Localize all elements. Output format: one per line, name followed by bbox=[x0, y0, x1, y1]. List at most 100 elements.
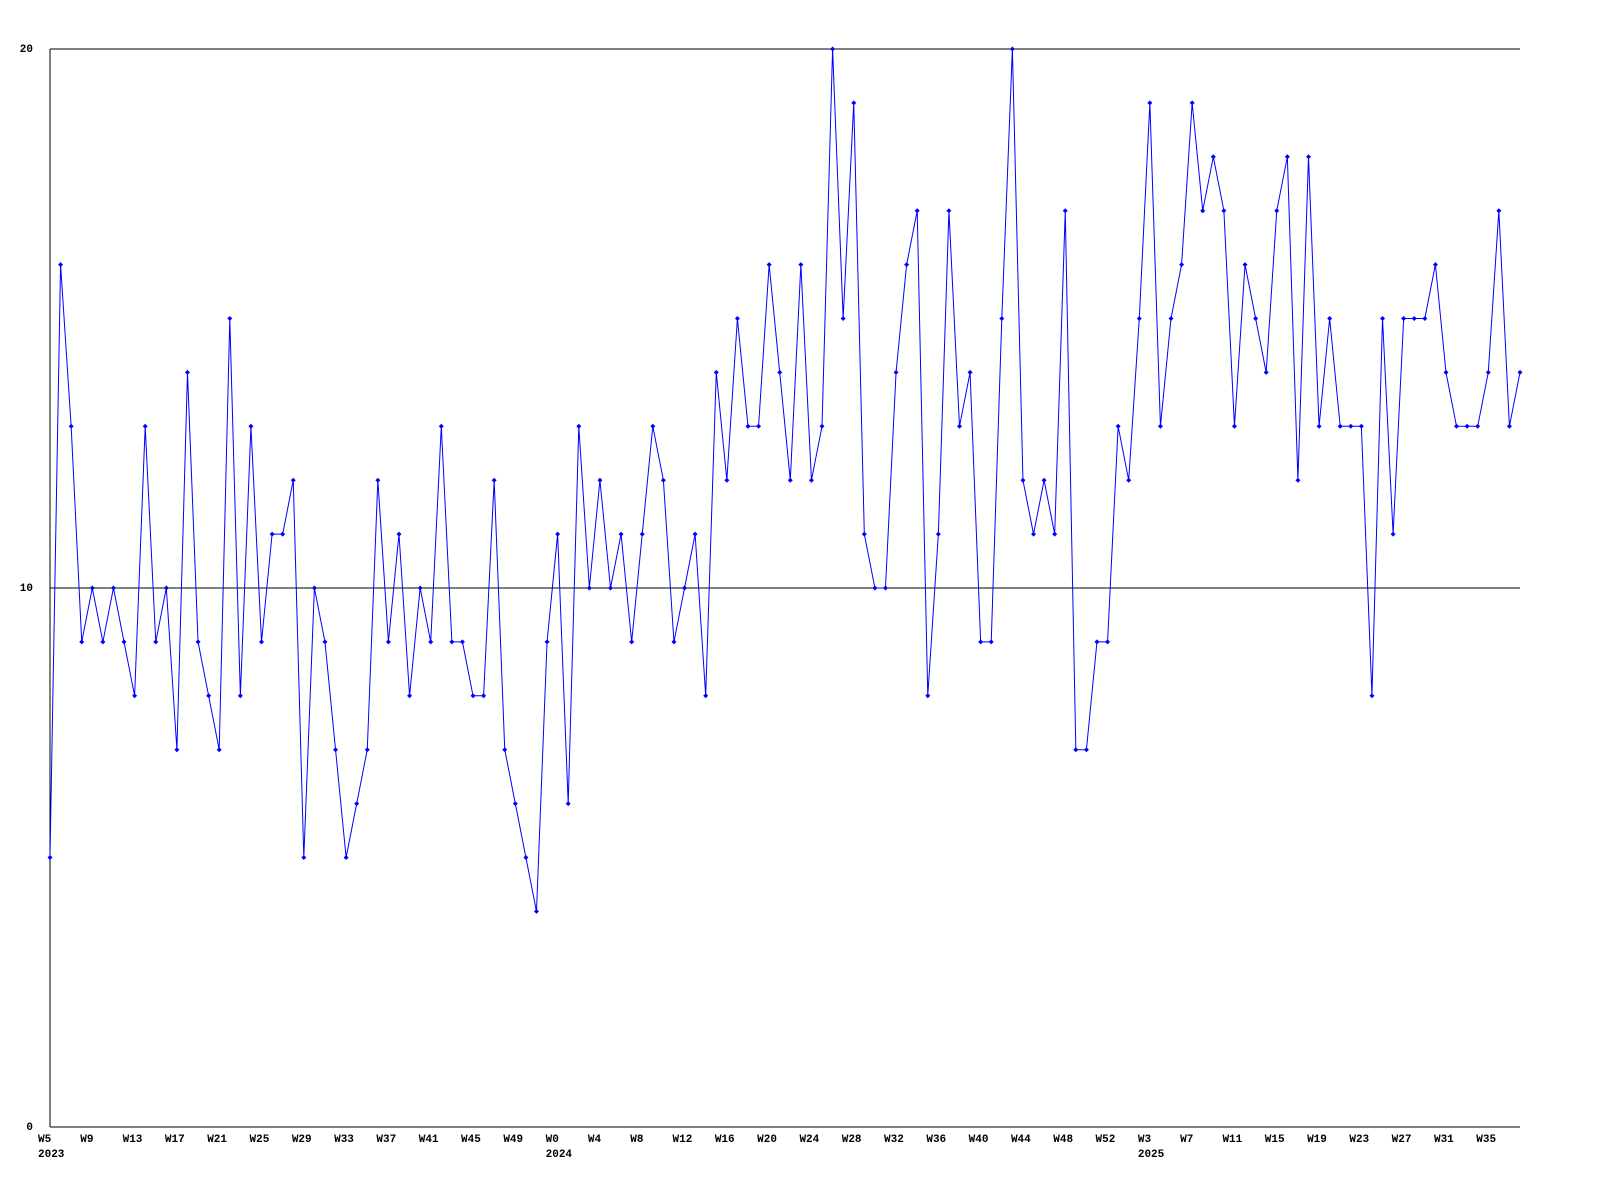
data-point bbox=[703, 693, 709, 699]
data-point bbox=[851, 100, 857, 106]
data-point bbox=[660, 477, 666, 483]
data-point bbox=[1052, 531, 1058, 537]
data-point bbox=[893, 369, 899, 375]
x-tick-label: W37 bbox=[376, 1134, 396, 1146]
y-tick-label: 20 bbox=[20, 44, 33, 56]
data-point bbox=[1358, 423, 1364, 429]
data-point bbox=[777, 369, 783, 375]
x-tick-label: W28 bbox=[842, 1134, 862, 1146]
data-point bbox=[375, 477, 381, 483]
data-point bbox=[1411, 316, 1417, 321]
data-point bbox=[533, 908, 539, 914]
data-point bbox=[1210, 154, 1216, 160]
data-point bbox=[576, 423, 582, 429]
data-point bbox=[343, 855, 349, 860]
data-point bbox=[1390, 531, 1396, 537]
data-point bbox=[502, 747, 508, 753]
data-point bbox=[586, 585, 592, 591]
data-point bbox=[988, 639, 994, 645]
x-tick-label: W24 bbox=[799, 1134, 819, 1146]
data-point bbox=[904, 262, 910, 268]
x-tick-label: W36 bbox=[926, 1134, 946, 1146]
data-point bbox=[1485, 369, 1491, 375]
data-point bbox=[1189, 100, 1195, 106]
data-point bbox=[1369, 693, 1375, 699]
x-tick-label: W4 bbox=[588, 1134, 602, 1146]
data-point bbox=[1454, 423, 1460, 429]
data-point bbox=[269, 531, 275, 537]
data-point bbox=[364, 747, 370, 753]
x-tick-label: W29 bbox=[292, 1134, 312, 1146]
data-point bbox=[1200, 208, 1206, 214]
x-tick-label: W23 bbox=[1349, 1134, 1369, 1146]
data-point bbox=[163, 585, 169, 591]
data-point bbox=[766, 262, 772, 268]
data-point bbox=[428, 639, 434, 645]
data-point bbox=[481, 693, 487, 699]
data-point bbox=[1147, 100, 1153, 106]
data-point bbox=[333, 747, 339, 753]
data-point bbox=[417, 585, 423, 591]
data-point bbox=[174, 747, 180, 753]
data-point bbox=[956, 423, 962, 429]
x-tick-label: W20 bbox=[757, 1134, 777, 1146]
x-tick-label: W13 bbox=[123, 1134, 143, 1146]
y-tick-label: 0 bbox=[26, 1122, 33, 1134]
x-tick-label: W27 bbox=[1392, 1134, 1412, 1146]
year-label: 2023 bbox=[38, 1149, 65, 1161]
data-point bbox=[682, 585, 688, 591]
data-point bbox=[184, 369, 190, 375]
data-point bbox=[830, 46, 836, 52]
data-point bbox=[1231, 423, 1237, 429]
x-tick-label: W5 bbox=[38, 1134, 52, 1146]
data-point bbox=[512, 801, 518, 807]
data-point bbox=[459, 639, 465, 645]
data-point bbox=[925, 693, 931, 699]
data-point bbox=[216, 747, 222, 753]
data-point bbox=[1432, 262, 1438, 268]
data-point bbox=[840, 316, 846, 321]
data-point bbox=[491, 477, 497, 483]
data-point bbox=[1337, 423, 1343, 429]
data-point bbox=[396, 531, 402, 537]
data-point bbox=[544, 639, 550, 645]
x-tick-label: W16 bbox=[715, 1134, 735, 1146]
data-point bbox=[629, 639, 635, 645]
data-point bbox=[756, 423, 762, 429]
data-point bbox=[1327, 316, 1333, 321]
x-tick-label: W19 bbox=[1307, 1134, 1327, 1146]
data-point bbox=[301, 855, 307, 860]
data-point bbox=[882, 585, 888, 591]
data-point bbox=[1464, 423, 1470, 429]
data-point bbox=[1316, 423, 1322, 429]
data-point bbox=[58, 262, 64, 268]
data-point bbox=[1157, 423, 1163, 429]
data-point bbox=[1422, 316, 1428, 321]
data-point bbox=[861, 531, 867, 537]
x-tick-label: W12 bbox=[673, 1134, 693, 1146]
year-label: 2024 bbox=[546, 1149, 573, 1161]
data-point bbox=[523, 855, 529, 860]
data-point bbox=[68, 423, 74, 429]
data-point bbox=[311, 585, 317, 591]
data-point bbox=[1295, 477, 1301, 483]
data-point bbox=[1348, 423, 1354, 429]
x-tick-label: W45 bbox=[461, 1134, 481, 1146]
data-point bbox=[237, 693, 243, 699]
y-tick-label: 10 bbox=[20, 583, 33, 595]
data-point bbox=[608, 585, 614, 591]
data-point bbox=[407, 693, 413, 699]
data-point bbox=[259, 639, 265, 645]
data-point bbox=[713, 369, 719, 375]
data-point bbox=[1253, 316, 1259, 321]
data-point bbox=[734, 316, 740, 321]
data-point bbox=[639, 531, 645, 537]
x-tick-label: W11 bbox=[1222, 1134, 1242, 1146]
data-point bbox=[946, 208, 952, 214]
data-point bbox=[206, 693, 212, 699]
data-point bbox=[248, 423, 254, 429]
data-point bbox=[100, 639, 106, 645]
data-line bbox=[49, 48, 1521, 912]
x-tick-label: W31 bbox=[1434, 1134, 1454, 1146]
